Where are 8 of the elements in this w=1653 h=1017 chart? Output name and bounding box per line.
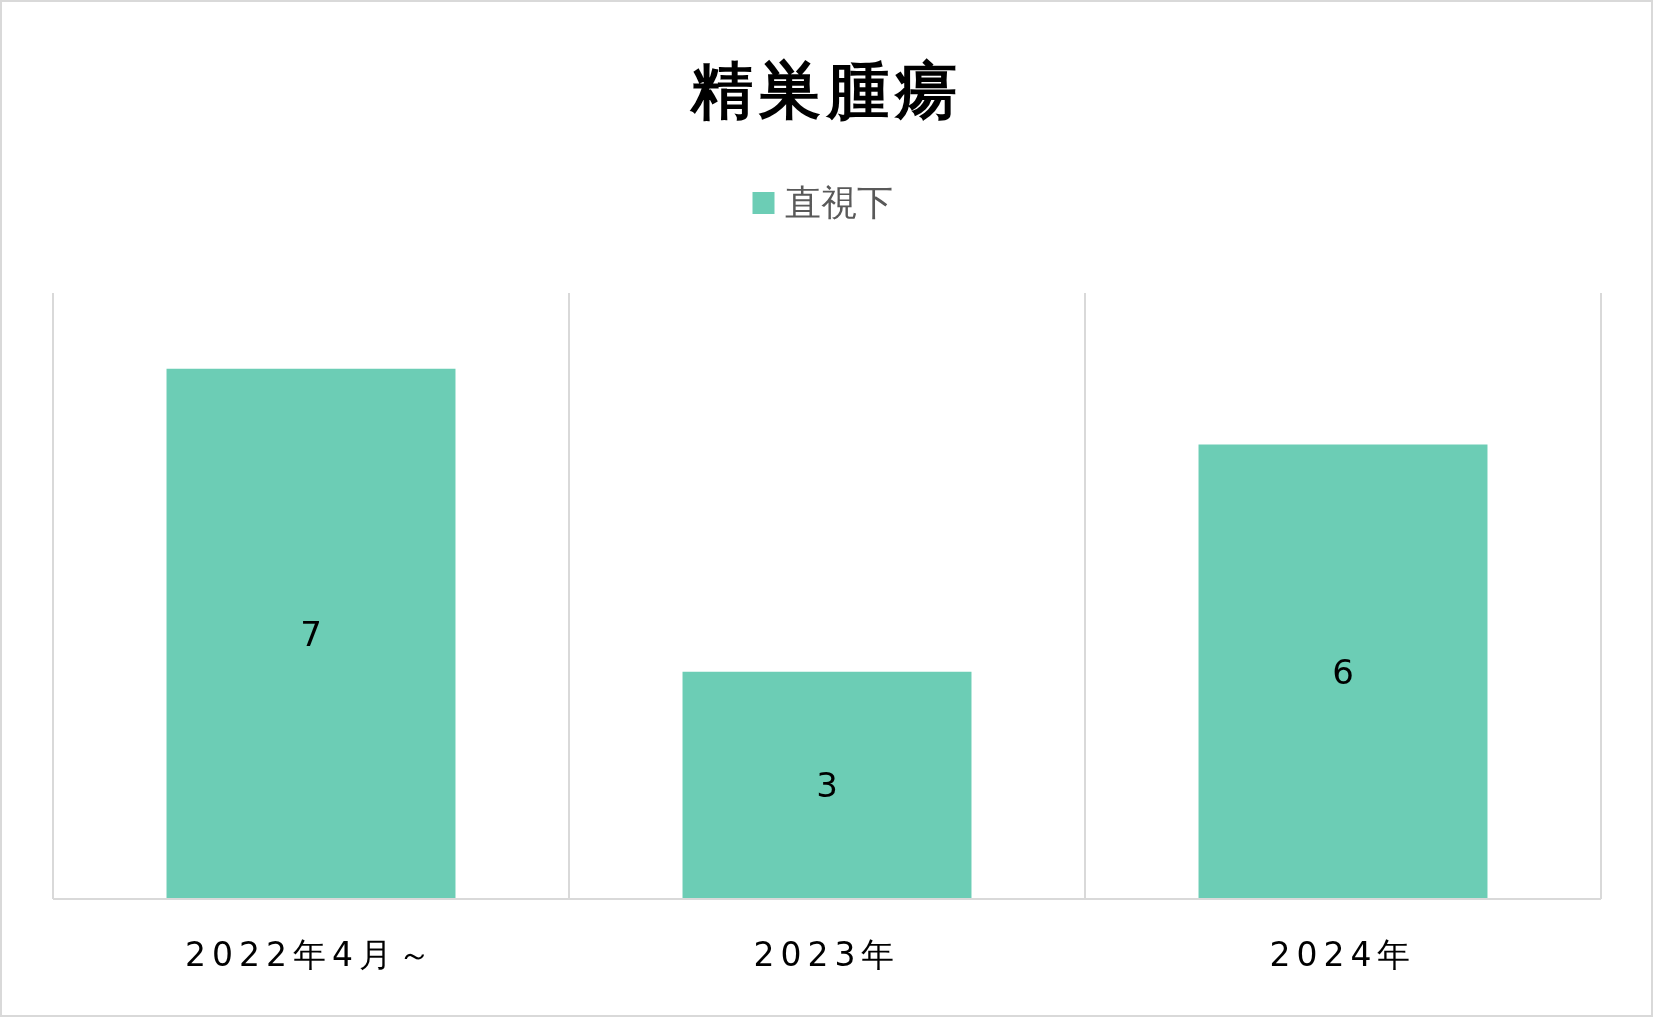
chart-title: 精巣腫瘍 <box>688 54 963 127</box>
legend-label: 直視下 <box>784 182 893 223</box>
data-label: 3 <box>816 765 838 806</box>
x-tick-label: 2023年 <box>753 935 901 974</box>
data-label: 6 <box>1332 651 1354 692</box>
x-tick-label: 2024年 <box>1269 935 1417 974</box>
data-label: 7 <box>300 613 322 654</box>
x-tick-label: 2022年4月～ <box>185 935 437 974</box>
